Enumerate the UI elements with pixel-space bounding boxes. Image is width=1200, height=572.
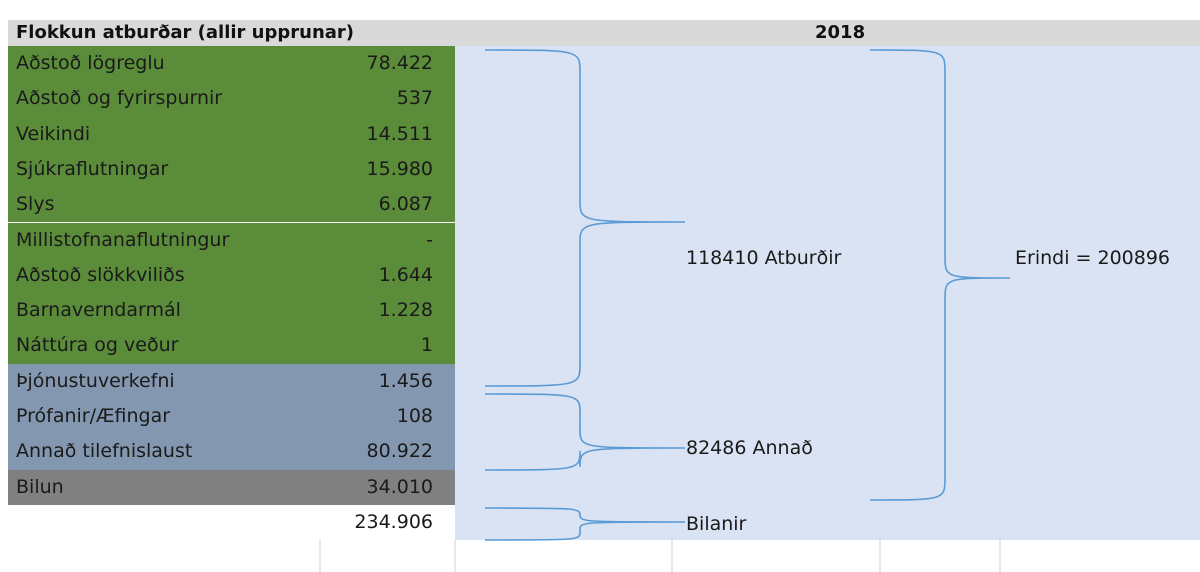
row-value: -	[320, 222, 455, 258]
row-label: Barnaverndarmál	[8, 293, 320, 329]
row-label: Náttúra og veður	[8, 328, 320, 364]
annotation: 118410 Atburðir	[686, 247, 842, 269]
row-value: 78.422	[320, 46, 455, 82]
brace	[869, 49, 1011, 501]
brace	[484, 507, 686, 541]
row-label: Aðstoð lögreglu	[8, 46, 320, 82]
brace	[484, 393, 686, 471]
row-label: Annað tilefnislaust	[8, 434, 320, 470]
row-value: 1	[320, 328, 455, 364]
brace	[484, 49, 686, 387]
header-title: Flokkun atburðar (allir upprunar)	[8, 20, 455, 46]
row-value: 537	[320, 81, 455, 117]
row-label: Millistofnanaflutningur	[8, 222, 320, 258]
annotation: Bilanir	[686, 513, 747, 535]
row-value: 34.010	[320, 469, 455, 505]
row-value: 15.980	[320, 151, 455, 188]
row-value: 1.228	[320, 293, 455, 329]
row-label: Slys	[8, 187, 320, 223]
annotation: Erindi = 200896	[1015, 247, 1171, 269]
row-label: Aðstoð og fyrirspurnir	[8, 81, 320, 117]
total: 234.906	[354, 510, 433, 533]
annotation: 82486 Annað	[686, 437, 813, 459]
row-label: Prófanir/Æfingar	[8, 399, 320, 435]
row-value: 6.087	[320, 187, 455, 223]
row-value: 80.922	[320, 434, 455, 470]
row-value: 14.511	[320, 116, 455, 152]
header-year: 2018	[455, 20, 1200, 46]
row-label: Veikindi	[8, 116, 320, 152]
row-value: 1.456	[320, 363, 455, 399]
row-value: 108	[320, 399, 455, 435]
row-label: Þjónustuverkefni	[8, 363, 320, 399]
row-label: Aðstoð slökkviliðs	[8, 257, 320, 294]
row-value: 1.644	[320, 257, 455, 294]
row-label: Sjúkraflutningar	[8, 151, 320, 188]
row-label: Bilun	[8, 469, 320, 505]
